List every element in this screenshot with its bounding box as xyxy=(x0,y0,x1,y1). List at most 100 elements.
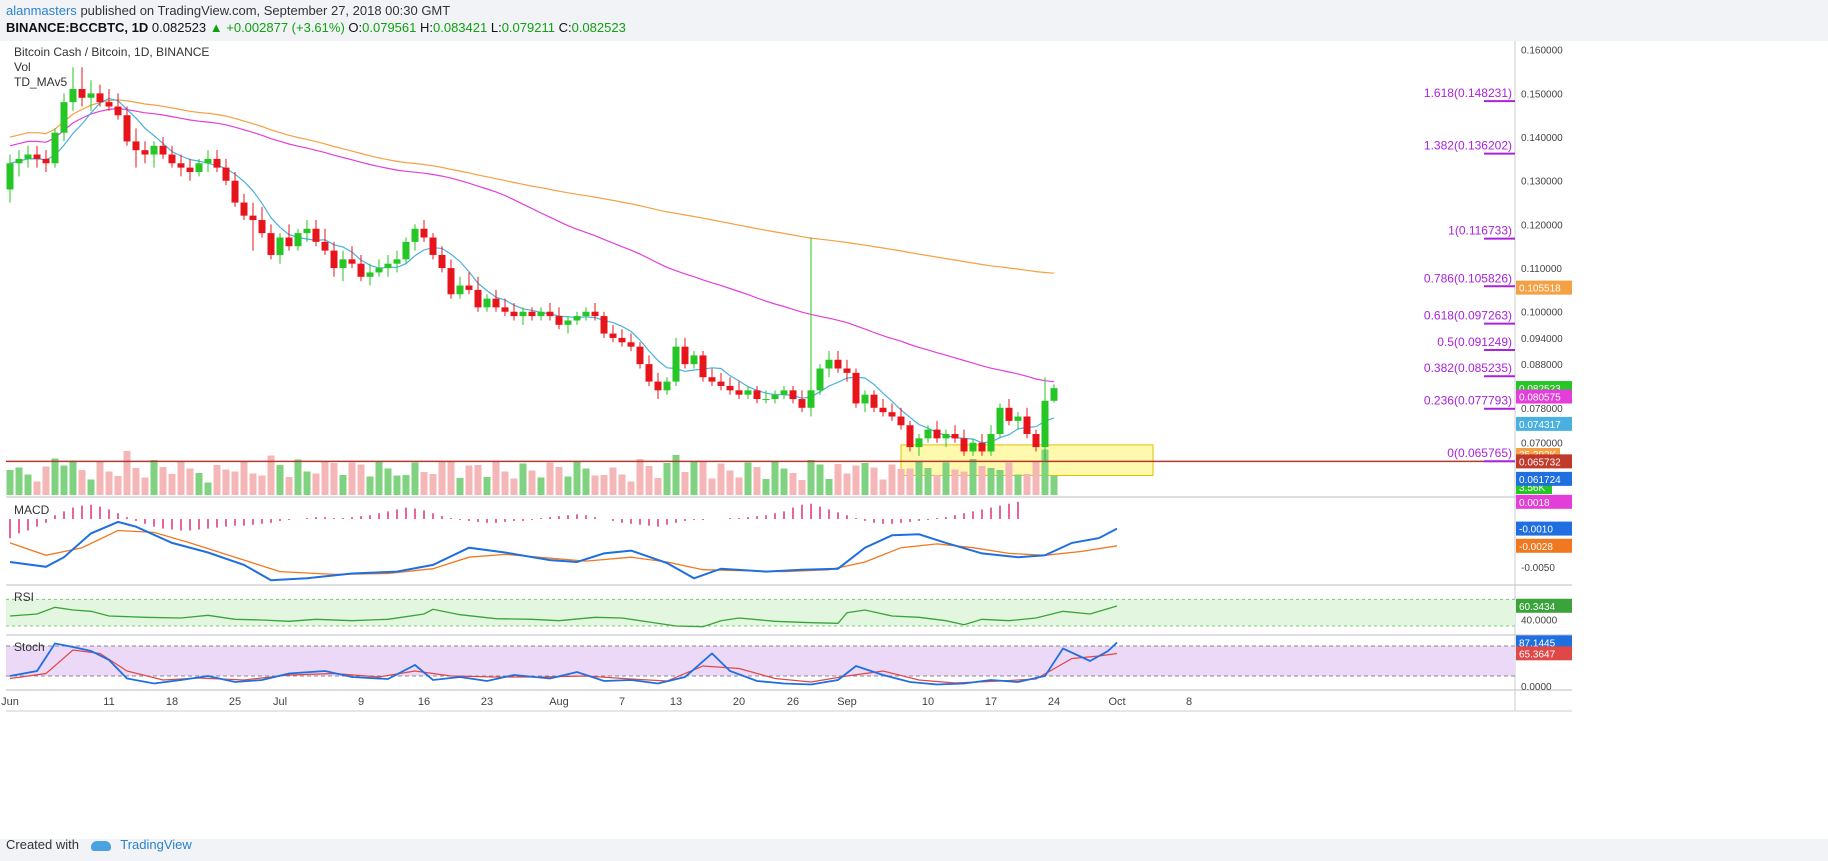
candle-body xyxy=(672,346,680,382)
volume-bar xyxy=(870,467,878,495)
candle-body xyxy=(843,368,851,373)
candle-body xyxy=(825,359,833,369)
publish-text: published on TradingView.com, September … xyxy=(80,3,451,18)
candle-body xyxy=(546,311,554,317)
candle-body xyxy=(960,438,968,452)
candle-body xyxy=(888,412,896,417)
author-link[interactable]: alanmasters xyxy=(6,3,77,18)
price-badge: 0.074317 xyxy=(1519,420,1561,431)
volume-bar xyxy=(1032,461,1040,495)
volume-bar xyxy=(510,478,518,495)
tradingview-link[interactable]: TradingView xyxy=(120,837,192,852)
candle-body xyxy=(690,355,698,365)
candle-body xyxy=(483,298,491,308)
volume-bar xyxy=(852,465,860,495)
volume-bar xyxy=(141,477,149,495)
time-tick-label: Sep xyxy=(837,696,857,708)
candle-body xyxy=(6,163,14,190)
candle-body xyxy=(510,311,518,317)
candle-body xyxy=(915,438,923,448)
candle-body xyxy=(519,311,527,317)
candle-body xyxy=(339,259,347,269)
volume-bar xyxy=(699,461,707,495)
volume-bar xyxy=(879,479,887,495)
price-tick-label: 0.150000 xyxy=(1521,89,1563,100)
candle-body xyxy=(429,237,437,255)
time-tick-label: 25 xyxy=(229,696,241,708)
volume-bar xyxy=(933,475,941,495)
created-with-text: Created with xyxy=(6,837,79,852)
candle-body xyxy=(708,377,716,382)
candle-body xyxy=(87,93,95,98)
volume-bar xyxy=(51,458,59,495)
volume-bar xyxy=(1041,449,1049,495)
candle-body xyxy=(771,394,779,400)
candle-body xyxy=(348,259,356,264)
time-tick-label: Aug xyxy=(549,696,569,708)
volume-bar xyxy=(240,461,248,495)
candle-body xyxy=(582,311,590,317)
time-tick-label: 23 xyxy=(481,696,493,708)
time-tick-label: 20 xyxy=(733,696,745,708)
volume-bar xyxy=(6,470,14,495)
volume-bar xyxy=(771,461,779,495)
candle-body xyxy=(879,407,887,413)
candle-body xyxy=(438,254,446,269)
price-tick-label: 0.110000 xyxy=(1521,264,1562,275)
price-change: ▲ +0.002877 (+3.61%) xyxy=(209,20,345,35)
volume-bar xyxy=(546,462,554,495)
volume-bar xyxy=(591,475,599,495)
candle-body xyxy=(861,394,869,404)
support-zone-box xyxy=(900,444,1154,476)
rsi-badge: 60.3434 xyxy=(1519,602,1556,613)
time-tick-label: 8 xyxy=(1186,696,1192,708)
candle-body xyxy=(51,132,59,164)
candle-body xyxy=(537,311,545,317)
volume-bar xyxy=(357,464,365,495)
publish-info: alanmasters published on TradingView.com… xyxy=(6,3,450,18)
volume-bar xyxy=(42,466,50,495)
time-tick-label: Oct xyxy=(1108,696,1125,708)
price-badge-bg xyxy=(1516,389,1572,404)
volume-bar xyxy=(942,462,950,495)
volume-bar xyxy=(132,468,140,495)
ma-50-line xyxy=(9,107,1055,383)
stoch-badge: 65.3647 xyxy=(1519,649,1556,660)
volume-bar xyxy=(366,476,374,495)
volume-bar xyxy=(465,465,473,495)
volume-bar xyxy=(717,463,725,495)
candle-body xyxy=(393,259,401,264)
volume-bar xyxy=(645,466,653,495)
volume-badge: 3.56K xyxy=(1519,483,1545,494)
candle-body xyxy=(1005,407,1013,421)
chart-title: Bitcoin Cash / Bitcoin, 1D, BINANCE xyxy=(14,45,209,59)
volume-bar xyxy=(555,467,563,495)
volume-bar xyxy=(69,460,77,495)
volume-bar xyxy=(537,477,545,495)
candle-body xyxy=(267,233,275,255)
candle-body xyxy=(816,368,824,391)
volume-bar xyxy=(915,461,923,495)
candle-body xyxy=(159,145,167,155)
volume-bar xyxy=(708,478,716,495)
candle-body xyxy=(528,311,536,317)
fib-level-label: 0.618(0.097263) xyxy=(1424,309,1512,323)
chart-svg[interactable]: 1.618(0.148231) 1.382(0.136202) 1(0.116733… xyxy=(0,41,1828,839)
candle-body xyxy=(933,429,941,439)
last-price: 0.082523 xyxy=(151,20,207,35)
low-label: L: xyxy=(490,20,502,35)
volume-bar xyxy=(861,463,869,495)
chart-area[interactable]: 1.618(0.148231) 1.382(0.136202) 1(0.116733… xyxy=(0,41,1828,839)
candle-body xyxy=(870,394,878,408)
candle-body xyxy=(168,154,176,164)
volume-bar xyxy=(78,470,86,495)
volume-bar xyxy=(303,471,311,495)
volume-bar xyxy=(96,462,104,495)
volume-bar xyxy=(87,479,95,495)
volume-bar xyxy=(150,460,158,495)
volume-bar xyxy=(789,473,797,495)
volume-bar xyxy=(960,471,968,495)
macd-badge-bg xyxy=(1516,521,1572,536)
candle-body xyxy=(186,167,194,172)
candle-body xyxy=(924,429,932,439)
